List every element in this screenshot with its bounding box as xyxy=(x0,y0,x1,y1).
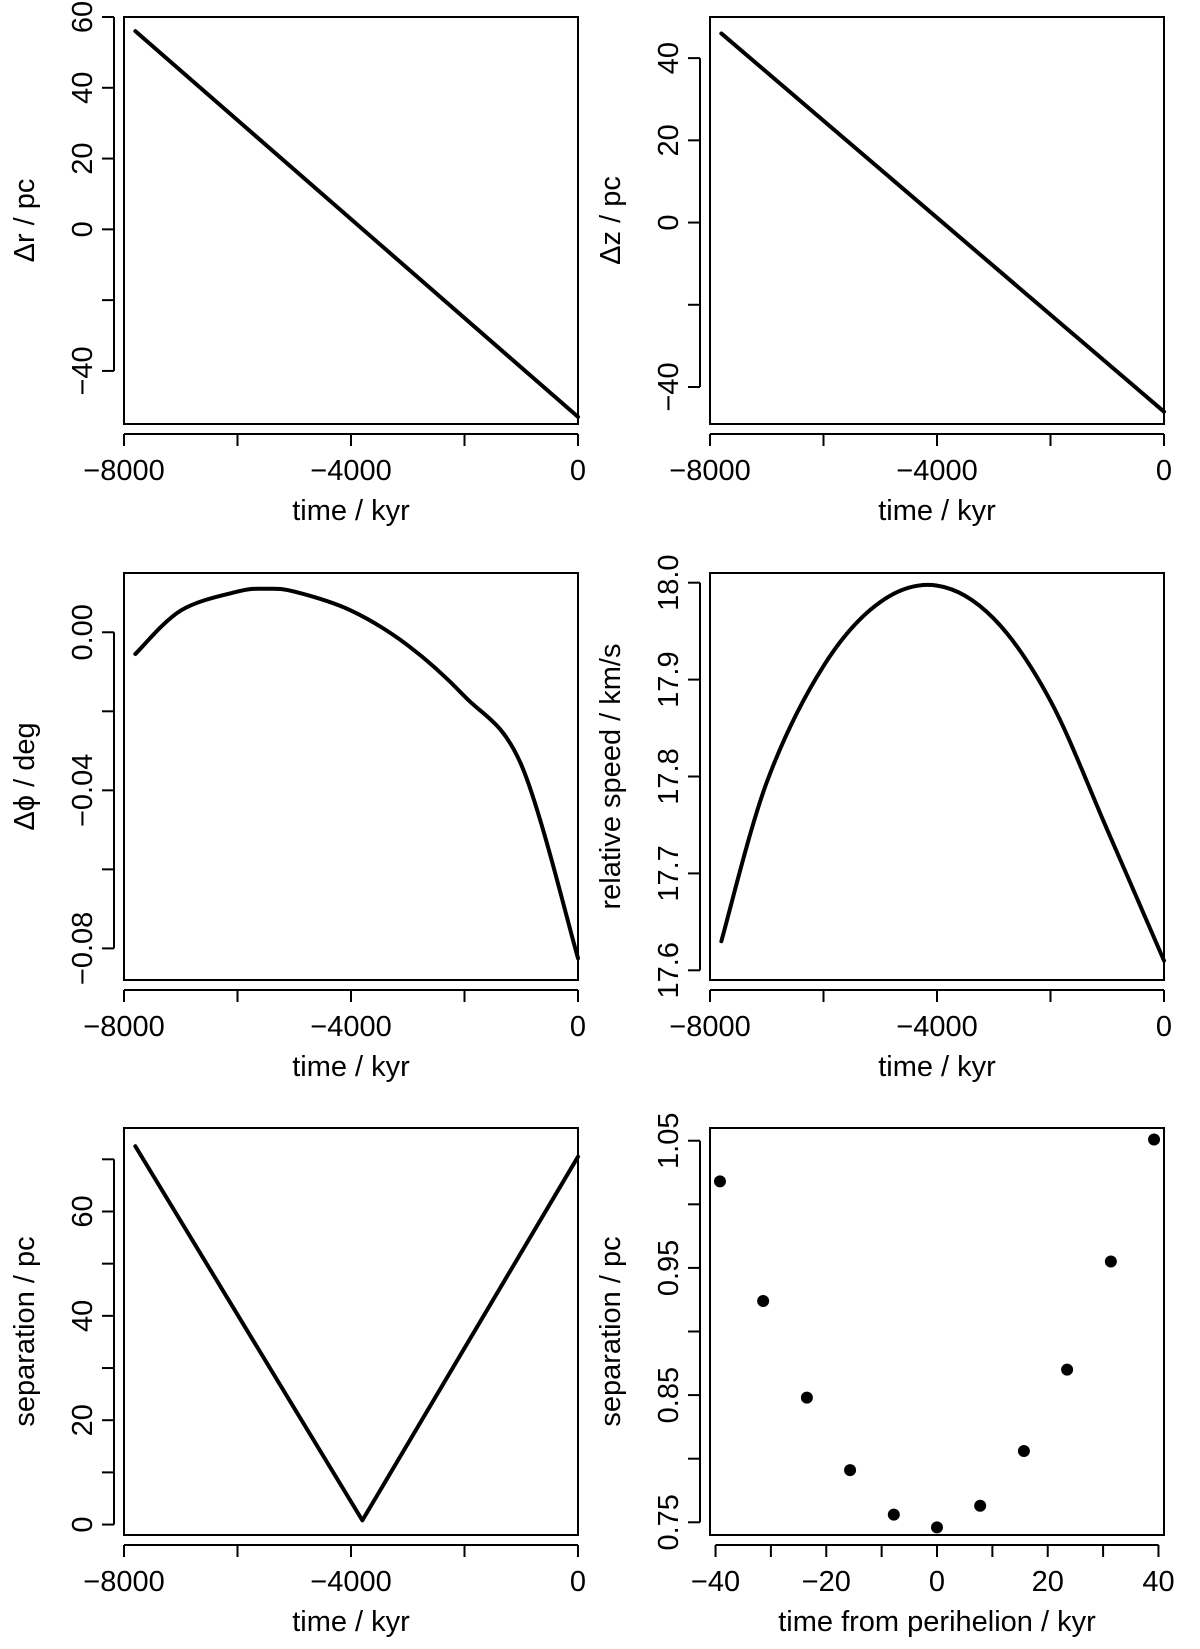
x-tick-label: −8000 xyxy=(669,1011,750,1043)
y-axis-label: relative speed / km/s xyxy=(595,644,627,910)
y-tick-label: 17.6 xyxy=(653,942,685,998)
panel-dz: −8000 −4000 0 time / kyr −40 0 20 40 Δz / pc xyxy=(595,16,1172,527)
x-tick-label: 0 xyxy=(570,455,586,487)
panel-sep: −8000 −4000 0 time / kyr 0 20 40 60 separation /… xyxy=(9,1127,586,1638)
y-tick-label: 17.7 xyxy=(653,845,685,901)
y-axis-label: separation / pc xyxy=(595,1236,627,1426)
plot-frame xyxy=(123,16,579,425)
y-axis-label: Δz / pc xyxy=(595,176,627,265)
series-line xyxy=(719,31,1166,414)
data-point xyxy=(844,1464,857,1477)
data-point xyxy=(974,1499,987,1512)
x-tick-label: −8000 xyxy=(83,455,164,487)
series-line xyxy=(133,1144,580,1523)
y-tick-label: 0.85 xyxy=(653,1367,685,1423)
data-point xyxy=(1104,1255,1117,1268)
y-tick-label: −0.04 xyxy=(67,754,99,827)
y-axis-label: Δϕ / deg xyxy=(9,722,41,830)
data-point xyxy=(1061,1363,1074,1376)
x-tick-label: −40 xyxy=(691,1566,740,1598)
x-tick-label: −4000 xyxy=(896,455,977,487)
plot-frame xyxy=(709,16,1165,425)
series-line xyxy=(133,586,580,961)
y-tick-label: 40 xyxy=(67,1300,99,1332)
y-tick-label: 40 xyxy=(653,42,685,74)
panel-speed: −8000 −4000 0 time / kyr 17.6 17.7 17.8 17.9 18.… xyxy=(595,554,1172,1083)
x-tick-label: −8000 xyxy=(83,1566,164,1598)
data-point xyxy=(713,1175,726,1188)
y-tick-label: −40 xyxy=(653,362,685,411)
x-axis-label: time / kyr xyxy=(292,1606,410,1638)
data-point xyxy=(1017,1445,1030,1458)
panel-sep_zoom: −40 −20 0 20 40 time from perihelion / kyr 0.7… xyxy=(595,1112,1175,1638)
panel-dr: −8000 −4000 0 time / kyr −40 0 20 40 60 Δr / pc xyxy=(9,1,586,527)
x-tick-label: 0 xyxy=(929,1566,945,1598)
y-tick-label: 0.95 xyxy=(653,1240,685,1296)
x-tick-label: −4000 xyxy=(310,455,391,487)
x-axis-label: time from perihelion / kyr xyxy=(778,1606,1096,1638)
y-tick-label: 0.00 xyxy=(67,604,99,660)
panel-dphi: −8000 −4000 0 time / kyr −0.08 −0.04 0.00 Δϕ / … xyxy=(9,572,586,1083)
data-point xyxy=(757,1294,770,1307)
data-point xyxy=(1148,1133,1161,1146)
x-tick-label: −4000 xyxy=(896,1011,977,1043)
x-tick-label: 0 xyxy=(570,1566,586,1598)
series-line xyxy=(719,582,1166,963)
y-tick-label: −0.08 xyxy=(67,912,99,985)
x-tick-label: −4000 xyxy=(310,1011,391,1043)
y-tick-label: 20 xyxy=(653,124,685,156)
x-tick-label: 40 xyxy=(1142,1566,1174,1598)
x-tick-label: 20 xyxy=(1032,1566,1064,1598)
y-tick-label: 60 xyxy=(67,1195,99,1227)
series-line xyxy=(133,29,580,419)
x-axis-label: time / kyr xyxy=(878,1051,996,1083)
plot-frame xyxy=(123,1127,579,1536)
x-tick-label: −4000 xyxy=(310,1566,391,1598)
y-tick-label: 17.8 xyxy=(653,748,685,804)
y-tick-label: 0.75 xyxy=(653,1494,685,1550)
y-tick-label: 17.9 xyxy=(653,651,685,707)
y-axis-label: Δr / pc xyxy=(9,179,41,263)
y-tick-label: 18.0 xyxy=(653,554,685,610)
x-tick-label: 0 xyxy=(1156,1011,1172,1043)
data-point xyxy=(800,1391,813,1404)
data-point xyxy=(931,1521,943,1534)
y-tick-label: 0 xyxy=(67,1516,99,1532)
y-tick-label: 60 xyxy=(67,1,99,33)
plot-frame xyxy=(709,572,1165,981)
y-tick-label: 20 xyxy=(67,1404,99,1436)
y-tick-label: −40 xyxy=(67,346,99,395)
x-tick-label: −8000 xyxy=(669,455,750,487)
x-tick-label: 0 xyxy=(570,1011,586,1043)
plot-frame xyxy=(123,572,579,981)
plot-frame xyxy=(709,1127,1165,1536)
y-tick-label: 0 xyxy=(67,221,99,237)
y-tick-label: 20 xyxy=(67,142,99,174)
x-tick-label: 0 xyxy=(1156,455,1172,487)
y-tick-label: 0 xyxy=(653,214,685,230)
data-point xyxy=(887,1508,900,1521)
y-axis-label: separation / pc xyxy=(9,1236,41,1426)
x-tick-label: −8000 xyxy=(83,1011,164,1043)
y-tick-label: 1.05 xyxy=(653,1112,685,1168)
y-tick-label: 40 xyxy=(67,72,99,104)
x-axis-label: time / kyr xyxy=(878,495,996,527)
x-axis-label: time / kyr xyxy=(292,1051,410,1083)
x-tick-label: −20 xyxy=(802,1566,851,1598)
x-axis-label: time / kyr xyxy=(292,495,410,527)
